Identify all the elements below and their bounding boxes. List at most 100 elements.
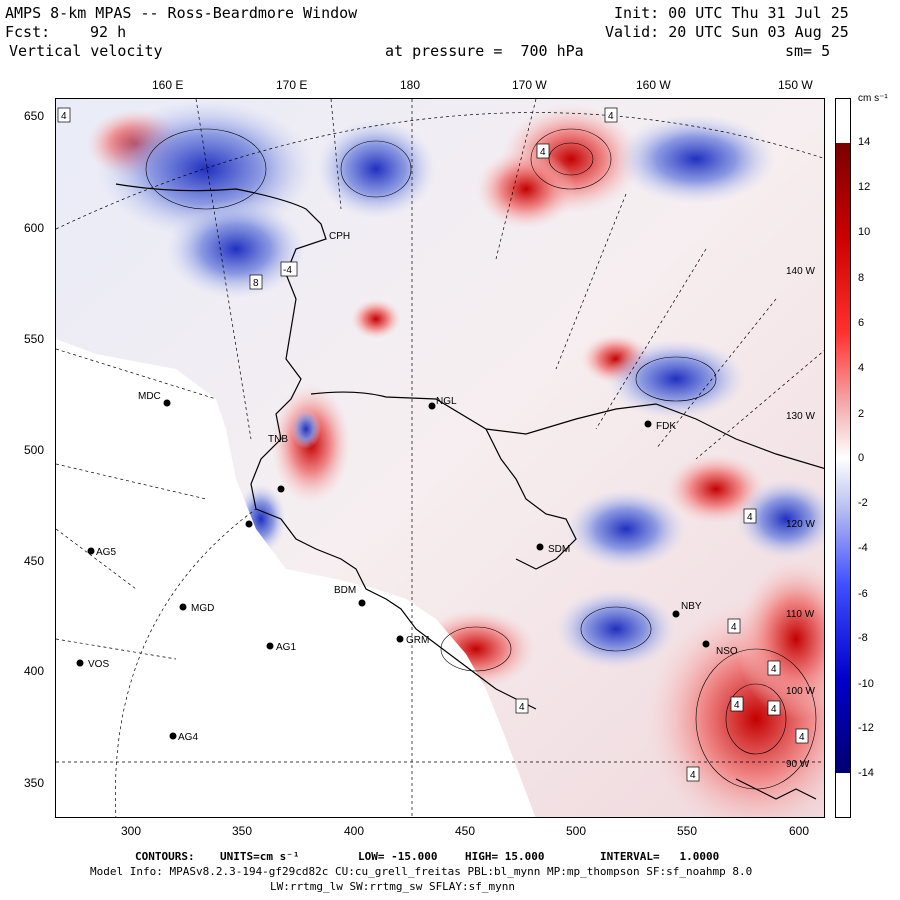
y-tick-label: 350	[24, 776, 45, 790]
station-dot	[536, 543, 544, 551]
contour-label: 4	[519, 702, 525, 713]
contour-label: 4	[771, 704, 777, 715]
station-dot	[87, 547, 95, 555]
contour-lines	[145, 128, 817, 790]
contour-label-box	[686, 766, 700, 782]
colorbar-label: -6	[858, 588, 868, 600]
contour-label: -4	[283, 265, 292, 276]
field-name: Vertical velocity	[9, 42, 163, 60]
lon-tick-label: 170 E	[276, 78, 308, 92]
x-tick-label: 500	[566, 824, 587, 838]
contour-label-box	[727, 618, 741, 634]
station-label: BDM	[334, 585, 356, 596]
colorbar-label: 6	[858, 317, 865, 329]
forecast-label: Fcst:	[5, 23, 51, 41]
station-label: VOS	[88, 659, 109, 670]
negative-area	[291, 409, 321, 449]
graticule	[56, 99, 824, 817]
station-label: SDM	[548, 544, 570, 555]
negative-area	[606, 339, 746, 419]
y-tick-label: 500	[24, 443, 45, 457]
valid-time: Valid: 20 UTC Sun 03 Aug 25	[605, 23, 849, 41]
station-label: NGL	[436, 396, 457, 407]
station-label: FDK	[656, 421, 676, 432]
station-label: GRM	[406, 635, 429, 646]
forecast-value: 92 h	[90, 23, 127, 41]
contour-label-box	[536, 143, 550, 159]
positive-area	[736, 559, 824, 719]
station-dot	[245, 520, 253, 528]
negative-area	[736, 479, 824, 559]
contour-line	[580, 606, 652, 652]
masked-region	[56, 339, 536, 817]
negative-velocity-areas	[96, 99, 824, 669]
y-tick-label: 650	[24, 109, 45, 123]
station-label: CPH	[329, 231, 350, 242]
colorbar-label: 12	[858, 181, 871, 193]
station-label: NSO	[716, 646, 738, 657]
contour-label: 4	[61, 111, 67, 122]
contour-line	[695, 648, 817, 790]
negative-area	[556, 589, 676, 669]
station-dot	[277, 485, 285, 493]
smoothing-value: sm= 5	[785, 42, 831, 60]
station-dot	[179, 603, 187, 611]
contour-label: 4	[799, 732, 805, 743]
colorbar-label: 4	[858, 362, 865, 374]
vertical-velocity-map: 4 4 4 -4 8 4 4 4 4 4 4 4 4	[56, 99, 824, 817]
contour-line	[725, 683, 787, 755]
positive-area	[351, 299, 401, 339]
negative-area	[316, 119, 436, 219]
station-dot	[358, 599, 366, 607]
contour-label-box	[515, 698, 529, 714]
contour-line	[145, 128, 267, 210]
model-info: Model Info: MPASv8.2.3-194-gf29cd82c CU:…	[90, 865, 753, 878]
y-tick-label: 450	[24, 554, 45, 568]
y-tick-label: 400	[24, 664, 45, 678]
contour-line	[635, 356, 717, 402]
interval-caption: INTERVAL= 1.0000	[600, 850, 720, 863]
contour-label: 4	[771, 664, 777, 675]
station-markers: CPH NGL FDK MDC TNB AG5 SDM BDM MGD AG1 …	[76, 231, 738, 743]
y-tick-label: 550	[24, 332, 45, 346]
station-dot	[672, 610, 680, 618]
contour-label-box	[57, 107, 71, 123]
negative-area	[566, 489, 686, 569]
meridian-label: 130 W	[786, 411, 815, 422]
colorbar-label: -4	[858, 542, 868, 554]
contour-label-box	[249, 274, 263, 290]
contour-label: 4	[690, 770, 696, 781]
contour-label: 8	[253, 278, 259, 289]
colorbar-label: -12	[858, 722, 874, 734]
colorbar-label: 0	[858, 452, 865, 464]
x-tick-label: 550	[677, 824, 698, 838]
meridian-label: 100 W	[786, 686, 815, 697]
contour-label: 4	[747, 512, 753, 523]
colorbar	[835, 98, 851, 818]
station-label: NBY	[681, 601, 702, 612]
contour-line	[440, 626, 512, 672]
contours-caption: CONTOURS:	[135, 850, 195, 863]
x-tick-label: 400	[344, 824, 365, 838]
station-dot	[76, 659, 84, 667]
meridian-label: 90 W	[786, 759, 810, 770]
station-dot	[396, 635, 404, 643]
colorbar-label: -2	[858, 497, 868, 509]
station-dot	[428, 402, 436, 410]
station-dot	[169, 732, 177, 740]
station-label: MGD	[191, 603, 214, 614]
colorbar-label: 10	[858, 226, 871, 238]
colorbar-label: -8	[858, 632, 868, 644]
station-dot	[266, 642, 274, 650]
init-time: Init: 00 UTC Thu 31 Jul 25	[614, 4, 849, 22]
contour-label-box	[767, 700, 781, 716]
x-tick-label: 600	[789, 824, 810, 838]
y-tick-label: 600	[24, 221, 45, 235]
colorbar-label: 14	[858, 136, 871, 148]
station-label: AG4	[178, 732, 198, 743]
model-info-2: LW:rrtmg_lw SW:rrtmg_sw SFLAY:sf_mynn	[270, 880, 516, 893]
station-dot	[644, 420, 652, 428]
units-caption: UNITS=cm s⁻¹	[220, 850, 300, 863]
lon-tick-label: 150 W	[778, 78, 813, 92]
station-label: MDC	[138, 391, 161, 402]
